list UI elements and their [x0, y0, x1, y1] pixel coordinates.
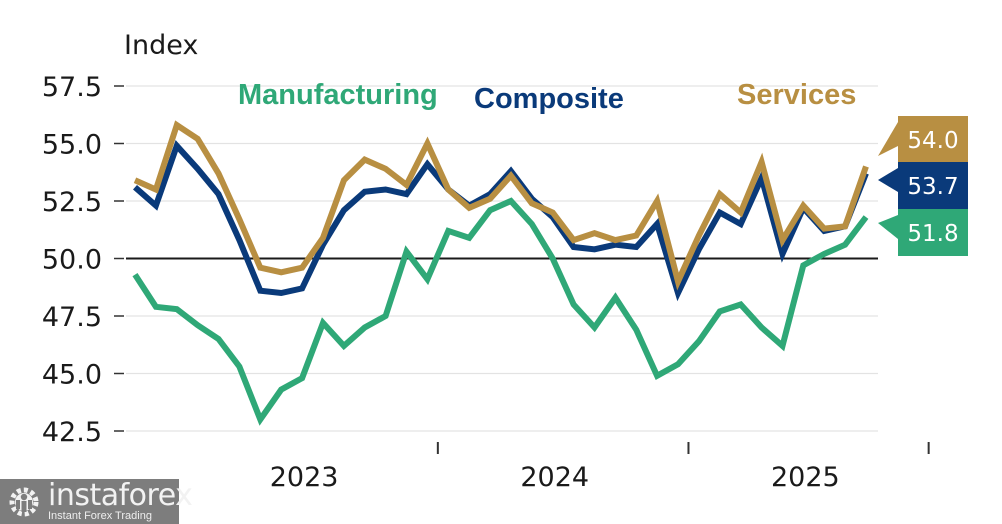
legend-services: Services — [737, 79, 856, 111]
end-label-composite: 53.7 — [878, 162, 968, 209]
series-line-composite — [133, 140, 869, 302]
y-axis: 57.5 55.0 52.5 50.0 47.5 45.0 42.5 — [42, 72, 124, 448]
legend: Manufacturing Composite Services — [238, 79, 856, 115]
legend-composite: Composite — [474, 83, 624, 115]
y-tick-label: 52.5 — [42, 187, 102, 218]
end-label-pointer — [878, 215, 898, 239]
end-label-box — [898, 209, 968, 256]
grid-lines — [126, 85, 878, 432]
end-label-box — [898, 162, 968, 209]
y-axis-unit-label: Index — [124, 30, 198, 61]
x-tick-label: 2024 — [520, 462, 589, 493]
watermark-brand: instaforex — [48, 478, 193, 513]
end-label-services: 54.0 — [878, 116, 968, 163]
watermark: instaforex Instant Forex Trading — [0, 479, 193, 524]
end-label-manufacturing: 51.8 — [878, 209, 968, 256]
watermark-tagline: Instant Forex Trading — [48, 510, 152, 522]
end-label-box — [898, 116, 968, 163]
gear-person-logo-icon — [9, 487, 39, 517]
x-tick-label: 2023 — [270, 462, 339, 493]
y-tick-label: 55.0 — [42, 130, 102, 161]
y-tick-label: 45.0 — [42, 360, 102, 391]
end-label-value: 51.8 — [907, 221, 958, 247]
end-label-pointer — [878, 122, 898, 156]
y-tick-label: 47.5 — [42, 302, 102, 333]
end-label-value: 53.7 — [907, 174, 958, 200]
end-label-pointer — [878, 168, 898, 192]
end-value-labels: 54.0 53.7 51.8 — [878, 116, 968, 256]
x-tick-label: 2025 — [771, 462, 840, 493]
series-lines — [132, 120, 869, 426]
y-tick-label: 42.5 — [42, 417, 102, 448]
y-tick-label: 50.0 — [42, 245, 102, 276]
y-tick-label: 57.5 — [42, 72, 102, 103]
series-line-services — [133, 120, 869, 291]
legend-manufacturing: Manufacturing — [238, 79, 438, 111]
series-line-manufacturing — [132, 197, 869, 426]
x-axis: 2023 2024 2025 — [270, 442, 930, 493]
end-label-value: 54.0 — [907, 128, 958, 154]
